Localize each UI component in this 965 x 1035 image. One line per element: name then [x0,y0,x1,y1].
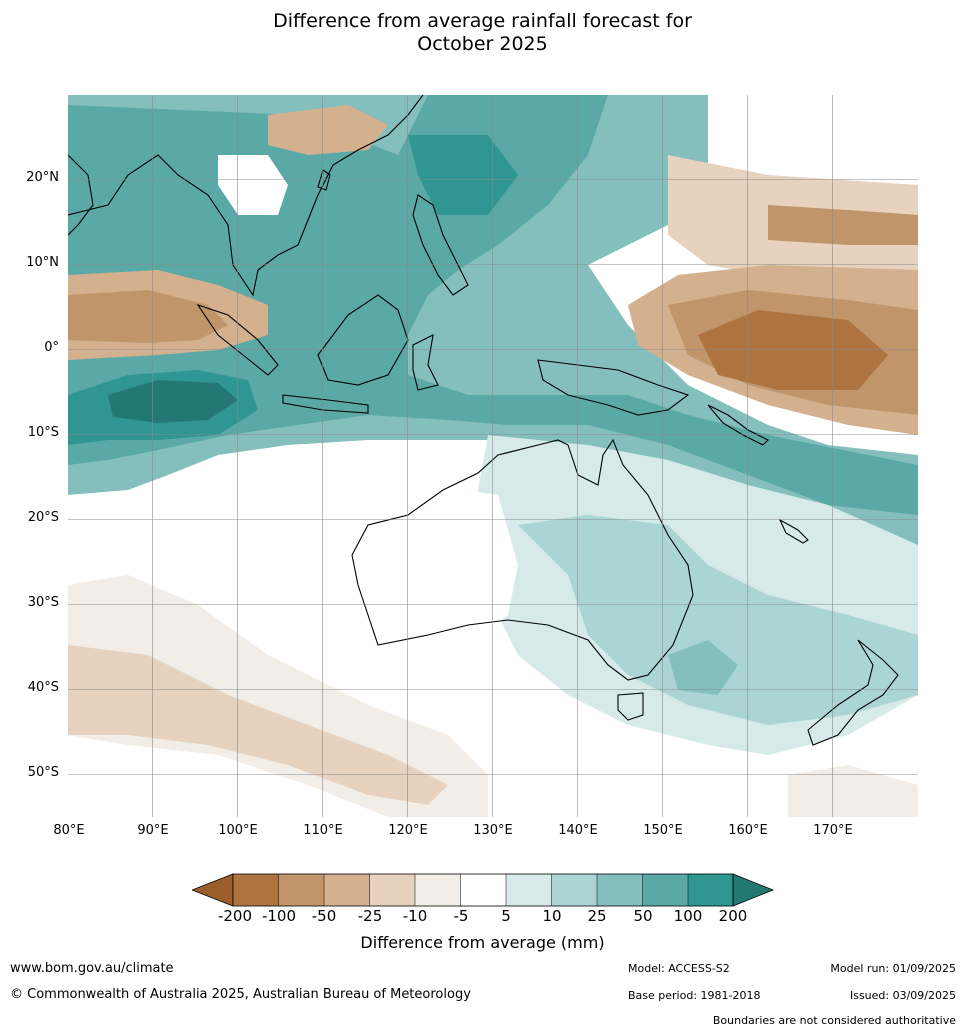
sulawesi-coastline [412,334,439,391]
colorbar-swatch [551,874,597,906]
lon-label-100e: 100°E [218,823,258,838]
philippines-coastline [412,194,469,296]
taiwan-coastline [317,169,331,191]
lon-label-110e: 110°E [303,823,343,838]
colorbar-swatch [597,874,643,906]
colorbar-high-extend [732,873,774,907]
lon-label-130e: 130°E [473,823,513,838]
bay-of-bengal-wet [68,135,198,265]
model-run-text: Model run: 01/09/2025 [830,962,956,975]
colorbar-swatch [688,874,733,906]
rainfall-anomaly-map [68,95,918,817]
issued-text: Issued: 03/09/2025 [849,989,956,1002]
new-caledonia-coastline [778,518,809,544]
model-text: Model: ACCESS-S2 [628,962,730,975]
title-line-2: October 2025 [417,33,548,55]
south-china-dry [268,105,388,155]
borneo-coastline [317,294,409,386]
india-coastline [68,154,94,236]
lon-label-150e: 150°E [643,823,683,838]
boundaries-disclaimer: Boundaries are not considered authoritat… [712,1014,956,1027]
base-period-text: Base period: 1981-2018 [628,989,761,1002]
lon-label-160e: 160°E [728,823,768,838]
lat-label-20s: 20°S [27,510,59,525]
colorbar-tick: -100 [261,907,297,925]
colorbar-swatch [233,874,279,906]
western-australia-dry [358,485,518,650]
colorbar-swatch [415,874,461,906]
lat-label-20n: 20°N [26,170,59,185]
website-link[interactable]: www.bom.gov.au/climate [10,961,174,976]
indochina-dry [218,155,288,215]
equatorial-pacific-dry-max [698,310,888,390]
lat-gridlines [68,179,918,775]
lon-label-120e: 120°E [388,823,428,838]
south-china-sea-wet-core [408,135,518,215]
tasmania-coastline [617,692,644,721]
colorbar-tick: -200 [217,907,253,925]
colorbar-tick: 50 [633,907,653,925]
colorbar-tick: 10 [542,907,562,925]
lon-label-140e: 140°E [558,823,598,838]
map-title: Difference from average rainfall forecas… [0,10,965,56]
lat-label-40s: 40°S [27,680,59,695]
southern-ocean-dry-inner [68,645,448,805]
lon-label-90e: 90°E [137,823,169,838]
solomon-islands-coastline [707,404,769,446]
java-coastline [282,394,369,414]
colorbar-tick: -50 [311,907,337,925]
australia-coastline [351,438,694,681]
indian-ocean-wet-max [108,380,238,423]
tasman-wet [668,640,738,695]
equatorial-indian-dry-inner [68,290,228,343]
lat-label-10n: 10°N [26,255,59,270]
colorbar-swatch [324,874,370,906]
sumatra-coastline [196,303,279,376]
north-pacific-dry-inner [768,205,918,245]
title-line-1: Difference from average rainfall forecas… [273,10,692,32]
colorbar-low-extend [192,873,234,907]
colorbar-tick: 25 [587,907,607,925]
colorbar-tick: 5 [501,907,511,925]
colorbar-tick: -5 [453,907,469,925]
colorbar-tick: -25 [357,907,383,925]
colorbar-tick: 200 [718,907,748,925]
lon-label-170e: 170°E [813,823,853,838]
colorbar-swatch [506,874,552,906]
lat-label-10s: 10°S [27,425,59,440]
southern-pacific-dry [788,765,918,817]
lat-label-0: 0° [44,340,59,355]
colorbar-tick: 100 [673,907,703,925]
new-guinea-coastline [537,359,690,416]
colorbar-frame [232,873,734,907]
colorbar-swatch [460,874,506,906]
colorbar [192,873,774,907]
lon-label-80e: 80°E [53,823,85,838]
lat-label-50s: 50°S [27,765,59,780]
new-zealand-coastline [807,639,899,746]
copyright-text: © Commonwealth of Australia 2025, Austra… [10,987,471,1002]
mainland-asia-coastline [68,95,424,297]
lat-label-30s: 30°S [27,595,59,610]
colorbar-swatch [369,874,415,906]
colorbar-tick: -10 [402,907,428,925]
colorbar-dividers [278,874,689,906]
colorbar-label: Difference from average (mm) [360,933,605,952]
colorbar-swatch [278,874,324,906]
colorbar-swatch [642,874,688,906]
australia-wet-inner [518,515,918,725]
lon-gridlines [152,95,833,817]
